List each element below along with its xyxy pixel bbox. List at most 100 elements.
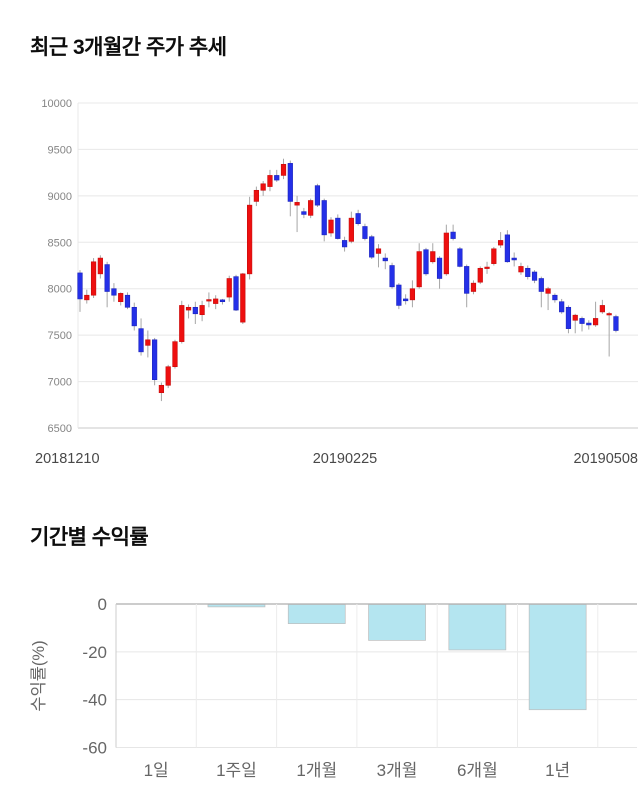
candle-up	[498, 240, 504, 246]
candle-up	[518, 266, 524, 273]
price-x-axis-labels: 20181210 20190225 20190508	[35, 451, 638, 467]
candle-up	[206, 299, 212, 302]
candle-down	[77, 272, 83, 300]
candle-up	[118, 293, 124, 303]
candle-up	[416, 251, 422, 288]
candle-down	[233, 276, 239, 311]
price-y-axis-labels: 10000 9500 9000 8500 8000 7500 7000 6500	[41, 98, 72, 435]
candle-up	[409, 288, 416, 301]
candle-down	[274, 175, 280, 181]
y-tick-label: 6500	[48, 423, 72, 435]
candle-down	[131, 306, 137, 327]
candle-down	[565, 306, 572, 329]
candle-down	[586, 322, 592, 326]
price-chart-title: 최근 3개월간 주가 추세	[30, 36, 227, 59]
return-bar	[528, 604, 587, 711]
y-tick-label: 8000	[48, 284, 72, 296]
candle-down	[423, 249, 429, 275]
candle-up	[84, 294, 90, 301]
candle-up	[308, 200, 314, 216]
returns-axis-labels: 0 -20 -40 -60 1일 1주일 1개월 3개월 6개월 1년 수익률(%)	[29, 595, 570, 780]
candle-down	[396, 284, 402, 306]
candle-down	[552, 294, 558, 301]
candle-down	[464, 266, 470, 294]
candle-down	[369, 236, 375, 258]
y-tick-label: -40	[82, 691, 107, 710]
candle-down	[362, 226, 368, 239]
candle-down	[111, 288, 117, 296]
candle-up	[328, 219, 334, 234]
returns-chart-title: 기간별 수익률	[30, 526, 149, 549]
candle-up	[545, 288, 551, 294]
candle-down	[104, 264, 110, 292]
category-label: 3개월	[377, 761, 418, 780]
y-tick-label: -60	[82, 739, 107, 758]
y-axis-title: 수익률(%)	[29, 640, 48, 711]
candle-up	[572, 314, 578, 321]
candle-down	[579, 318, 585, 324]
candle-up	[484, 266, 490, 269]
candle-down	[321, 200, 327, 236]
candle-up	[375, 248, 382, 254]
candle-up	[179, 305, 185, 342]
category-label: 1년	[545, 761, 570, 780]
candle-up	[280, 163, 287, 176]
y-tick-label: 9000	[48, 191, 72, 203]
candle-down	[355, 213, 361, 225]
candle-up	[477, 267, 483, 283]
candle-down	[559, 301, 565, 313]
candle-up	[443, 232, 449, 275]
candle-down	[138, 328, 144, 353]
candle-up	[253, 189, 259, 202]
candle-down	[335, 217, 341, 239]
candle-up	[240, 273, 246, 323]
candle-up	[158, 384, 165, 394]
candle-down	[389, 265, 395, 288]
return-bar	[207, 604, 266, 608]
x-tick-label: 20190225	[313, 451, 378, 467]
candle-up	[172, 341, 178, 368]
candle-up	[247, 204, 253, 275]
candle-down	[192, 306, 198, 315]
y-tick-label: 7500	[48, 330, 72, 342]
y-tick-label: 9500	[48, 144, 72, 156]
candle-down	[450, 231, 456, 239]
candle-down	[287, 163, 293, 202]
x-tick-label: 20190508	[573, 451, 638, 467]
x-tick-label: 20181210	[35, 451, 100, 467]
candle-up	[470, 282, 477, 292]
candle-down	[525, 267, 531, 277]
return-bar	[287, 604, 346, 624]
candle-up	[599, 305, 605, 313]
candle-down	[613, 316, 619, 331]
candle-up	[294, 202, 300, 206]
candle-down	[152, 339, 158, 381]
candle-up	[213, 298, 219, 304]
y-tick-label: 7000	[48, 377, 72, 389]
candle-up	[491, 248, 497, 264]
candle-up	[348, 217, 354, 242]
return-bar	[448, 604, 507, 651]
price-gridlines	[77, 102, 638, 429]
candle-down	[382, 257, 388, 262]
price-candles	[77, 158, 619, 402]
returns-bar-chart: 0 -20 -40 -60 1일 1주일 1개월 3개월 6개월 1년 수익률(%)	[29, 595, 637, 780]
price-candlestick-chart: 10000 9500 9000 8500 8000 7500 7000 6500 2018121…	[35, 98, 638, 467]
candle-down	[538, 278, 544, 292]
candle-down	[219, 299, 226, 303]
category-label: 6개월	[457, 761, 498, 780]
category-label: 1일	[144, 761, 169, 780]
y-tick-label: -20	[82, 643, 107, 662]
candle-up	[267, 175, 273, 187]
candle-down	[511, 257, 517, 261]
candle-up	[226, 278, 232, 298]
return-bar	[368, 604, 426, 641]
candle-up	[145, 339, 151, 346]
category-label: 1개월	[296, 761, 337, 780]
category-label: 1주일	[216, 761, 257, 780]
candle-up	[430, 251, 436, 263]
candle-up	[185, 306, 192, 311]
y-tick-label: 8500	[48, 237, 72, 249]
